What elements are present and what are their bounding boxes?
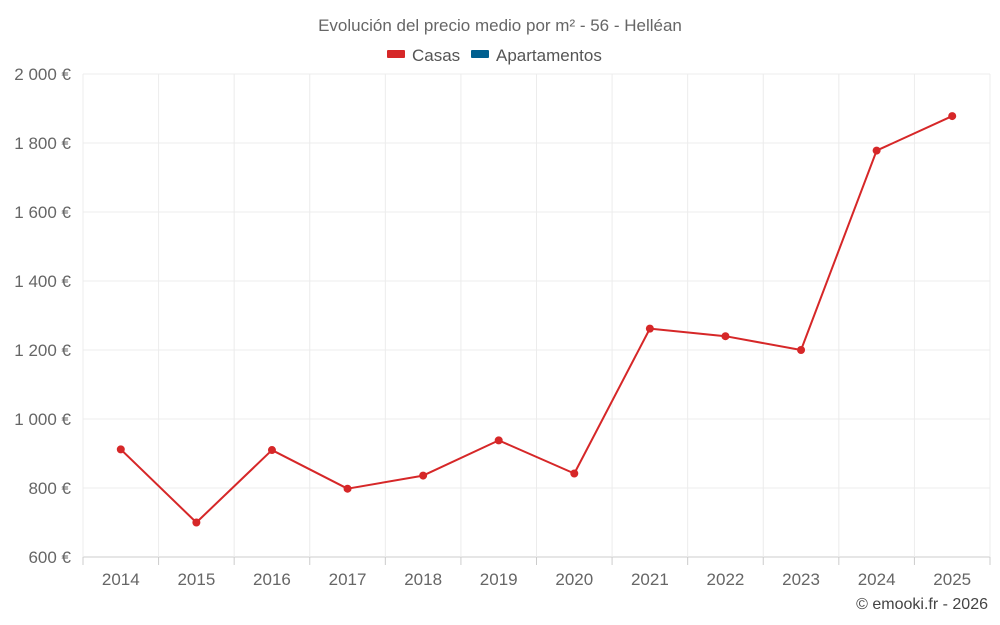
chart-title: Evolución del precio medio por m² - 56 -… xyxy=(318,16,682,35)
x-tick-label: 2017 xyxy=(329,570,367,589)
credit-text: © emooki.fr - 2026 xyxy=(856,596,988,613)
y-tick-label: 1 200 € xyxy=(14,341,71,360)
x-tick-label: 2018 xyxy=(404,570,442,589)
x-tick-label: 2024 xyxy=(858,570,896,589)
data-point-casas[interactable] xyxy=(192,518,201,527)
data-point-casas[interactable] xyxy=(267,446,276,455)
series-line-casas xyxy=(120,115,953,524)
legend: Casas Apartamentos xyxy=(387,46,602,65)
data-point-casas[interactable] xyxy=(343,484,352,493)
x-tick-label: 2021 xyxy=(631,570,669,589)
data-point-casas[interactable] xyxy=(419,471,428,480)
legend-label-casas: Casas xyxy=(412,46,460,65)
y-tick-label: 1 600 € xyxy=(14,203,71,222)
x-tick-label: 2019 xyxy=(480,570,518,589)
data-point-casas[interactable] xyxy=(948,112,957,121)
data-point-casas[interactable] xyxy=(494,436,503,445)
plot-area xyxy=(116,112,957,527)
data-point-casas[interactable] xyxy=(797,346,806,354)
y-tick-label: 2 000 € xyxy=(14,65,71,84)
legend-swatch-apartamentos xyxy=(471,50,489,58)
legend-swatch-casas xyxy=(387,50,405,58)
data-point-casas[interactable] xyxy=(570,469,579,478)
data-point-casas[interactable] xyxy=(872,146,881,155)
legend-label-apartamentos: Apartamentos xyxy=(496,46,602,65)
legend-item-casas[interactable]: Casas xyxy=(387,46,460,65)
data-point-casas[interactable] xyxy=(721,332,730,341)
y-axis: 600 € 800 € 1 000 € 1 200 € 1 400 € 1 600 € 1 … xyxy=(14,65,71,567)
x-tick-label: 2023 xyxy=(782,570,820,589)
data-point-casas[interactable] xyxy=(116,445,125,454)
x-tick-label: 2025 xyxy=(933,570,971,589)
y-tick-label: 1 000 € xyxy=(14,410,71,429)
x-tick-label: 2020 xyxy=(555,570,593,589)
x-tick-label: 2022 xyxy=(707,570,745,589)
grid xyxy=(82,73,991,558)
legend-item-apartamentos[interactable]: Apartamentos xyxy=(471,46,602,65)
x-tick-label: 2014 xyxy=(102,570,140,589)
data-point-casas[interactable] xyxy=(645,324,654,333)
y-tick-label: 1 800 € xyxy=(14,134,71,153)
x-axis: 2014 2015 2016 2017 2018 2019 2020 2021 2022 2023… xyxy=(82,557,991,589)
y-tick-label: 600 € xyxy=(28,548,71,567)
x-tick-label: 2015 xyxy=(177,570,215,589)
x-tick-label: 2016 xyxy=(253,570,291,589)
y-tick-label: 800 € xyxy=(28,479,71,498)
y-tick-label: 1 400 € xyxy=(14,272,71,291)
